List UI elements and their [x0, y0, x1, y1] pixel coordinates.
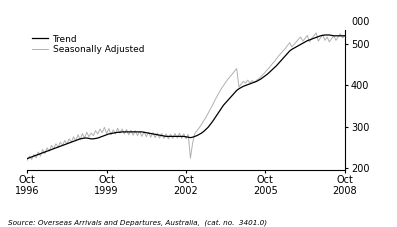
Text: Source: Overseas Arrivals and Departures, Australia,  (cat. no.  3401.0): Source: Overseas Arrivals and Departures…: [8, 219, 267, 226]
Text: 000: 000: [352, 17, 370, 27]
Legend: Trend, Seasonally Adjusted: Trend, Seasonally Adjusted: [32, 35, 144, 54]
